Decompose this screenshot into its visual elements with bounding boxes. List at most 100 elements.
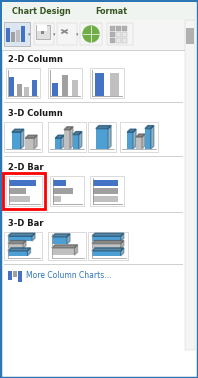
Text: 2-D Column: 2-D Column <box>8 54 63 64</box>
Bar <box>2 20 185 50</box>
Polygon shape <box>108 125 111 149</box>
Bar <box>6 176 42 206</box>
Bar <box>3 173 45 209</box>
Bar <box>62 75 68 96</box>
Polygon shape <box>67 234 70 244</box>
Bar <box>136 137 142 149</box>
Bar <box>6 28 10 42</box>
Bar <box>11 32 15 42</box>
Bar <box>8 271 12 280</box>
Bar <box>41 31 44 34</box>
Polygon shape <box>145 125 154 129</box>
Polygon shape <box>21 129 24 149</box>
Bar <box>4 22 30 46</box>
Bar <box>9 180 36 186</box>
Bar <box>185 20 195 350</box>
Bar <box>6 68 40 98</box>
Bar <box>92 236 121 241</box>
Bar <box>10 76 14 96</box>
Polygon shape <box>23 240 26 248</box>
Bar <box>18 271 22 282</box>
Bar <box>90 68 124 98</box>
Bar <box>92 251 121 256</box>
Bar <box>96 129 108 149</box>
Bar <box>16 30 20 42</box>
Bar <box>4 102 183 103</box>
Bar <box>127 132 133 149</box>
Polygon shape <box>121 233 124 241</box>
Text: 2-D Bar: 2-D Bar <box>8 163 44 172</box>
Bar <box>4 156 183 157</box>
Bar <box>116 38 121 43</box>
Polygon shape <box>127 129 136 132</box>
Bar <box>8 243 23 248</box>
Polygon shape <box>73 132 82 135</box>
Polygon shape <box>92 240 124 243</box>
Bar <box>4 122 42 152</box>
Bar <box>107 23 133 45</box>
Polygon shape <box>8 248 30 251</box>
Bar <box>80 23 102 45</box>
Bar <box>24 87 29 96</box>
Bar <box>53 188 73 194</box>
Bar <box>53 196 61 202</box>
Polygon shape <box>8 240 26 243</box>
Bar <box>122 38 127 43</box>
Bar <box>2 50 185 51</box>
Text: More Column Charts...: More Column Charts... <box>26 271 111 280</box>
Bar <box>110 32 115 37</box>
Polygon shape <box>61 135 64 149</box>
Bar <box>13 271 17 277</box>
Bar <box>92 243 121 248</box>
Bar <box>52 237 67 244</box>
Text: ▾: ▾ <box>76 33 78 37</box>
Bar <box>116 32 121 37</box>
Bar <box>48 122 86 152</box>
Polygon shape <box>12 129 24 132</box>
Bar <box>110 26 115 31</box>
Bar <box>50 176 84 206</box>
Polygon shape <box>70 127 73 149</box>
Bar <box>12 132 21 149</box>
Polygon shape <box>136 134 145 137</box>
Text: Chart Design: Chart Design <box>12 6 71 15</box>
Bar <box>52 248 74 255</box>
Polygon shape <box>64 127 73 130</box>
Polygon shape <box>34 135 37 149</box>
Bar <box>90 176 124 206</box>
Polygon shape <box>25 135 37 138</box>
Bar <box>122 32 127 37</box>
Bar <box>186 28 194 44</box>
Bar <box>4 212 183 213</box>
Bar <box>72 81 78 96</box>
Bar <box>21 26 25 42</box>
Bar <box>36 25 50 39</box>
Polygon shape <box>92 248 124 251</box>
Bar <box>110 73 119 96</box>
Bar <box>110 38 115 43</box>
Bar <box>93 180 118 186</box>
Bar <box>120 122 158 152</box>
Polygon shape <box>151 125 154 149</box>
Bar <box>48 232 86 260</box>
Bar <box>37 25 47 31</box>
Bar <box>93 196 118 202</box>
Polygon shape <box>52 245 77 248</box>
Polygon shape <box>133 129 136 149</box>
Polygon shape <box>55 135 64 138</box>
Polygon shape <box>121 248 124 256</box>
Bar <box>145 129 151 149</box>
Bar <box>73 135 79 149</box>
Polygon shape <box>32 233 35 241</box>
Polygon shape <box>8 233 35 236</box>
Bar <box>8 236 32 241</box>
Bar <box>116 26 121 31</box>
Text: 3-D Bar: 3-D Bar <box>8 218 44 228</box>
Bar <box>95 73 104 96</box>
Bar <box>9 196 30 202</box>
Bar <box>88 122 116 152</box>
Bar <box>9 188 26 194</box>
Circle shape <box>83 26 99 42</box>
Bar <box>4 232 42 260</box>
Polygon shape <box>142 134 145 149</box>
